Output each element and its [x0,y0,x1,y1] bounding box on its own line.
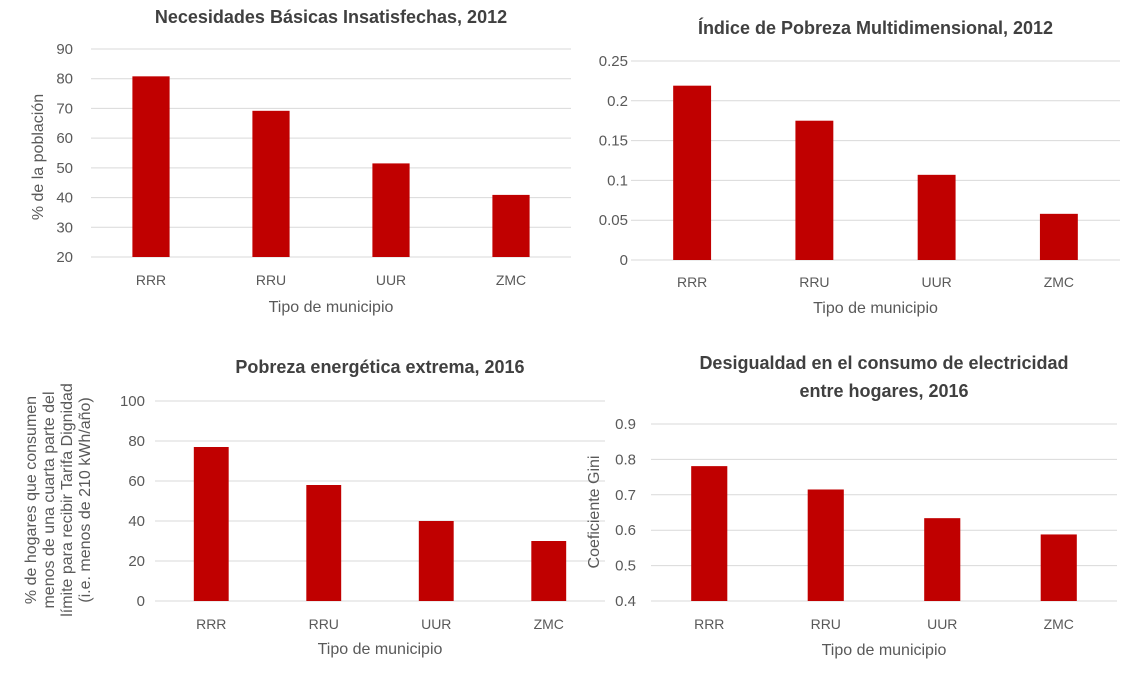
x-tick-label: RRU [799,274,829,290]
x-tick-label: UUR [376,272,406,288]
chart-1: Necesidades Básicas Insatisfechas, 2012 2… [30,7,571,316]
y-tick-label: 0.6 [615,522,636,539]
y-tick-label: 30 [56,219,73,236]
x-tick-label: UUR [927,616,957,632]
bar-rrr [691,466,728,601]
y-tick-label: 50 [56,160,73,177]
bar-rru [306,485,342,601]
y-tick-label: 0.9 [615,416,636,433]
x-tick-label: RRR [694,616,724,632]
x-tick-label: ZMC [1044,274,1074,290]
bar-uur [917,174,956,260]
y-tick-label: 20 [128,553,145,570]
chart-title: Necesidades Básicas Insatisfechas, 2012 [155,7,507,27]
chart-title: entre hogares, 2016 [799,381,968,401]
bar-zmc [1040,534,1077,601]
x-tick-label: RRR [136,272,166,288]
x-tick-label: UUR [421,616,451,632]
x-tick-label: RRR [677,274,707,290]
x-tick-label: UUR [921,274,951,290]
x-axis-label: Tipo de municipio [813,300,938,317]
y-tick-label: 40 [56,190,73,207]
x-axis-label: Tipo de municipio [318,641,443,658]
y-tick-label: 0.4 [615,593,636,610]
y-tick-label: 40 [128,513,145,530]
bar-uur [418,521,454,601]
chart-3: Pobreza energética extrema, 2016 0 20 40 60 8… [23,357,605,658]
y-tick-label: 0.25 [599,53,628,70]
chart-title: Desigualdad en el consumo de electricida… [699,353,1068,373]
y-tick-label: 100 [120,393,145,410]
chart-title: Pobreza energética extrema, 2016 [235,357,524,377]
y-tick-label: 70 [56,100,73,117]
bar-rrr [193,447,229,601]
x-tick-label: ZMC [1044,616,1074,632]
bar-rru [795,120,834,260]
y-axis-label: % de la población [30,94,47,220]
x-tick-label: ZMC [496,272,526,288]
y-tick-label: 0 [620,252,628,269]
bar-uur [924,518,961,601]
y-tick-label: 60 [128,473,145,490]
y-tick-label: 0 [137,593,145,610]
y-tick-label: 90 [56,41,73,58]
y-tick-label: 0.1 [607,172,628,189]
y-tick-label: 20 [56,249,73,266]
bar-rru [807,489,844,601]
y-tick-label: 80 [56,71,73,88]
y-tick-label: 60 [56,130,73,147]
bar-rru [252,110,290,257]
bar-zmc [492,194,530,257]
chart-title: Índice de Pobreza Multidimensional, 2012 [698,17,1053,38]
y-axis-label: % de hogares que consumen [23,396,40,604]
x-tick-label: RRU [309,616,339,632]
y-tick-label: 0.7 [615,487,636,504]
y-tick-label: 0.15 [599,133,628,150]
bar-zmc [531,541,567,601]
x-tick-label: RRU [256,272,286,288]
y-tick-label: 0.5 [615,558,636,575]
bar-zmc [1039,213,1078,260]
bar-rrr [132,76,170,257]
x-tick-label: RRR [196,616,226,632]
y-tick-label: 80 [128,433,145,450]
y-tick-label: 0.8 [615,451,636,468]
bar-uur [372,163,410,257]
bar-rrr [673,85,712,261]
y-axis-label: límite para recibir Tarifa Dignidad [59,383,76,617]
chart-4: Desigualdad en el consumo de electricida… [586,353,1117,659]
x-tick-label: ZMC [534,616,564,632]
y-tick-label: 0.05 [599,212,628,229]
x-tick-label: RRU [811,616,841,632]
y-tick-label: 0.2 [607,93,628,110]
x-axis-label: Tipo de municipio [822,642,947,659]
y-axis-label: Coeficiente Gini [586,456,603,569]
x-axis-label: Tipo de municipio [269,299,394,316]
y-axis-label: menos de una cuarta parte del [41,391,58,608]
y-axis-label: (i.e. menos de 210 kWh/año) [77,397,94,602]
chart-2: Índice de Pobreza Multidimensional, 2012… [599,17,1120,317]
